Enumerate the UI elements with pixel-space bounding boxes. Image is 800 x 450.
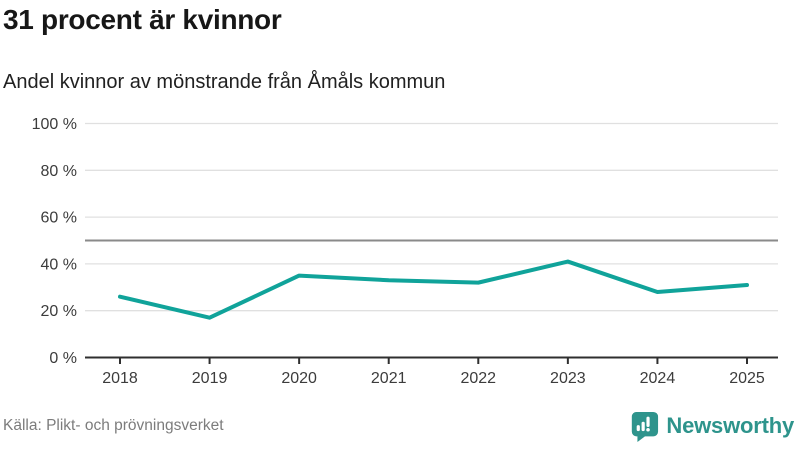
y-tick-label: 0 % xyxy=(49,350,77,367)
chart-subtitle: Andel kvinnor av mönstrande från Åmåls k… xyxy=(3,71,446,93)
x-tick-label: 2022 xyxy=(460,370,496,387)
x-tick-label: 2019 xyxy=(192,370,228,387)
data-line xyxy=(118,259,749,320)
x-tick-label: 2025 xyxy=(729,370,765,387)
newsworthy-logo-text: Newsworthy xyxy=(666,413,794,438)
y-tick-label: 80 % xyxy=(41,163,77,180)
x-tick-label: 2020 xyxy=(281,370,317,387)
newsworthy-logo[interactable]: Newsworthy xyxy=(629,410,794,442)
x-tick-label: 2018 xyxy=(102,370,138,387)
newsworthy-logo-icon xyxy=(632,411,659,442)
x-tick-label: 2023 xyxy=(550,370,586,387)
chart-footer: Källa: Plikt- och prövningsverket Newswo… xyxy=(0,408,800,450)
chart-title: 31 procent är kvinnor xyxy=(3,4,282,35)
source-note: Källa: Plikt- och prövningsverket xyxy=(3,417,224,434)
x-tick-label: 2021 xyxy=(371,370,407,387)
y-tick-label: 20 % xyxy=(41,303,77,320)
y-tick-label: 60 % xyxy=(41,210,77,227)
y-tick-label: 100 % xyxy=(32,116,77,133)
x-tick-label: 2024 xyxy=(640,370,676,387)
y-tick-label: 40 % xyxy=(41,256,77,273)
